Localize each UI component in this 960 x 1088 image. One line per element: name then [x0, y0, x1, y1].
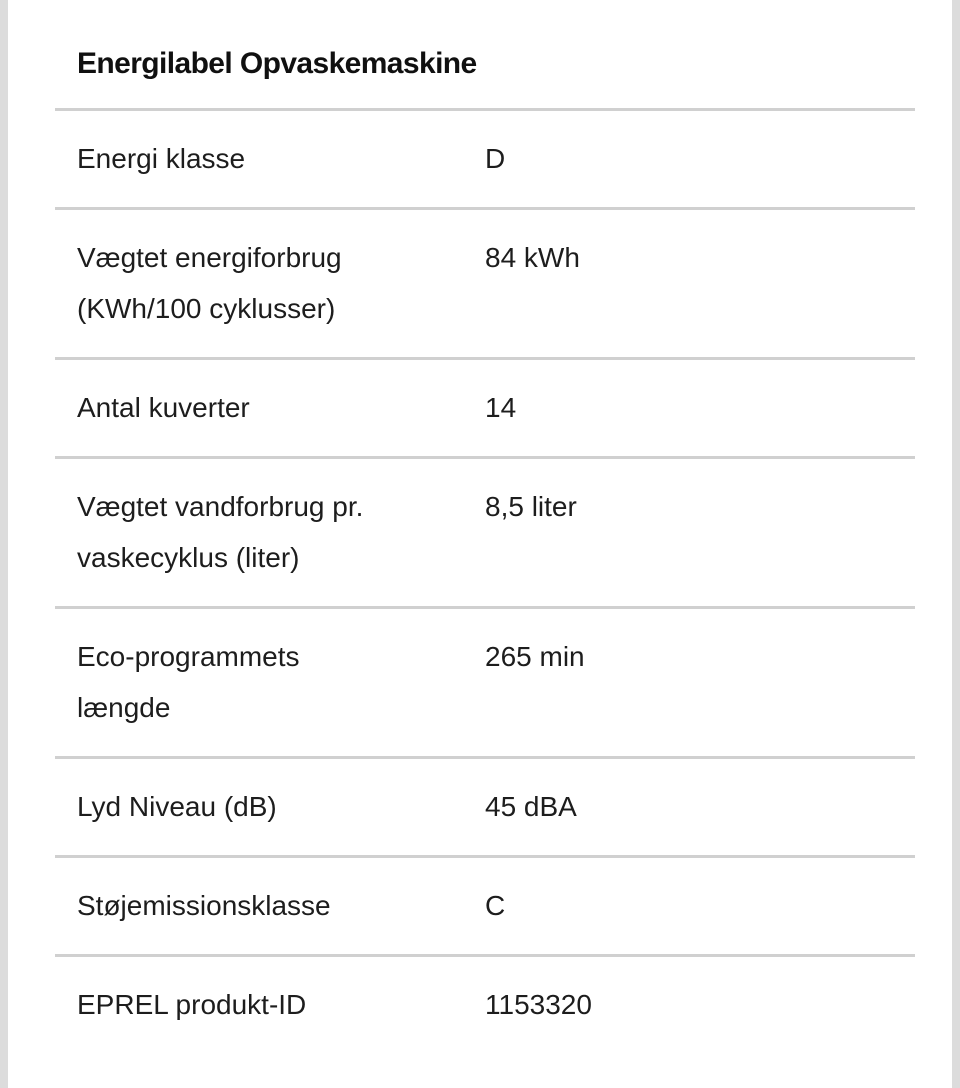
row-label: Vægtet energiforbrug (KWh/100 cyklusser) — [77, 242, 342, 324]
row-value: 265 min — [485, 641, 585, 672]
table-row: Lyd Niveau (dB) 45 dBA — [55, 759, 915, 858]
energy-label-section: Energilabel Opvaskemaskine Energi klasse… — [55, 0, 915, 1053]
row-value: 45 dBA — [485, 791, 577, 822]
row-label: Vægtet vandforbrug pr. vaskecyklus (lite… — [77, 491, 364, 573]
section-title: Energilabel Opvaskemaskine — [55, 0, 915, 111]
table-row: Eco-programmets længde 265 min — [55, 609, 915, 759]
row-label: Lyd Niveau (dB) — [77, 791, 277, 822]
row-label: Støjemissionsklasse — [77, 890, 331, 921]
row-label: EPREL produkt-ID — [77, 989, 307, 1020]
row-value: D — [485, 143, 506, 174]
table-row: Energi klasse D — [55, 111, 915, 210]
table-row: EPREL produkt-ID 1153320 — [55, 957, 915, 1053]
table-row: Antal kuverter 14 — [55, 360, 915, 459]
row-label: Antal kuverter — [77, 392, 250, 423]
row-label: Eco-programmets længde — [77, 641, 300, 723]
table-row: Støjemissionsklasse C — [55, 858, 915, 957]
row-value: 84 kWh — [485, 242, 580, 273]
row-label: Energi klasse — [77, 143, 246, 174]
right-edge-bar — [952, 0, 960, 1088]
table-row: Vægtet vandforbrug pr. vaskecyklus (lite… — [55, 459, 915, 609]
row-value: C — [485, 890, 506, 921]
spec-table: Energi klasse D Vægtet energiforbrug (KW… — [55, 111, 915, 1053]
table-row: Vægtet energiforbrug (KWh/100 cyklusser)… — [55, 210, 915, 360]
row-value: 1153320 — [485, 989, 592, 1020]
row-value: 14 — [485, 392, 517, 423]
left-edge-bar — [0, 0, 8, 1088]
row-value: 8,5 liter — [485, 491, 577, 522]
